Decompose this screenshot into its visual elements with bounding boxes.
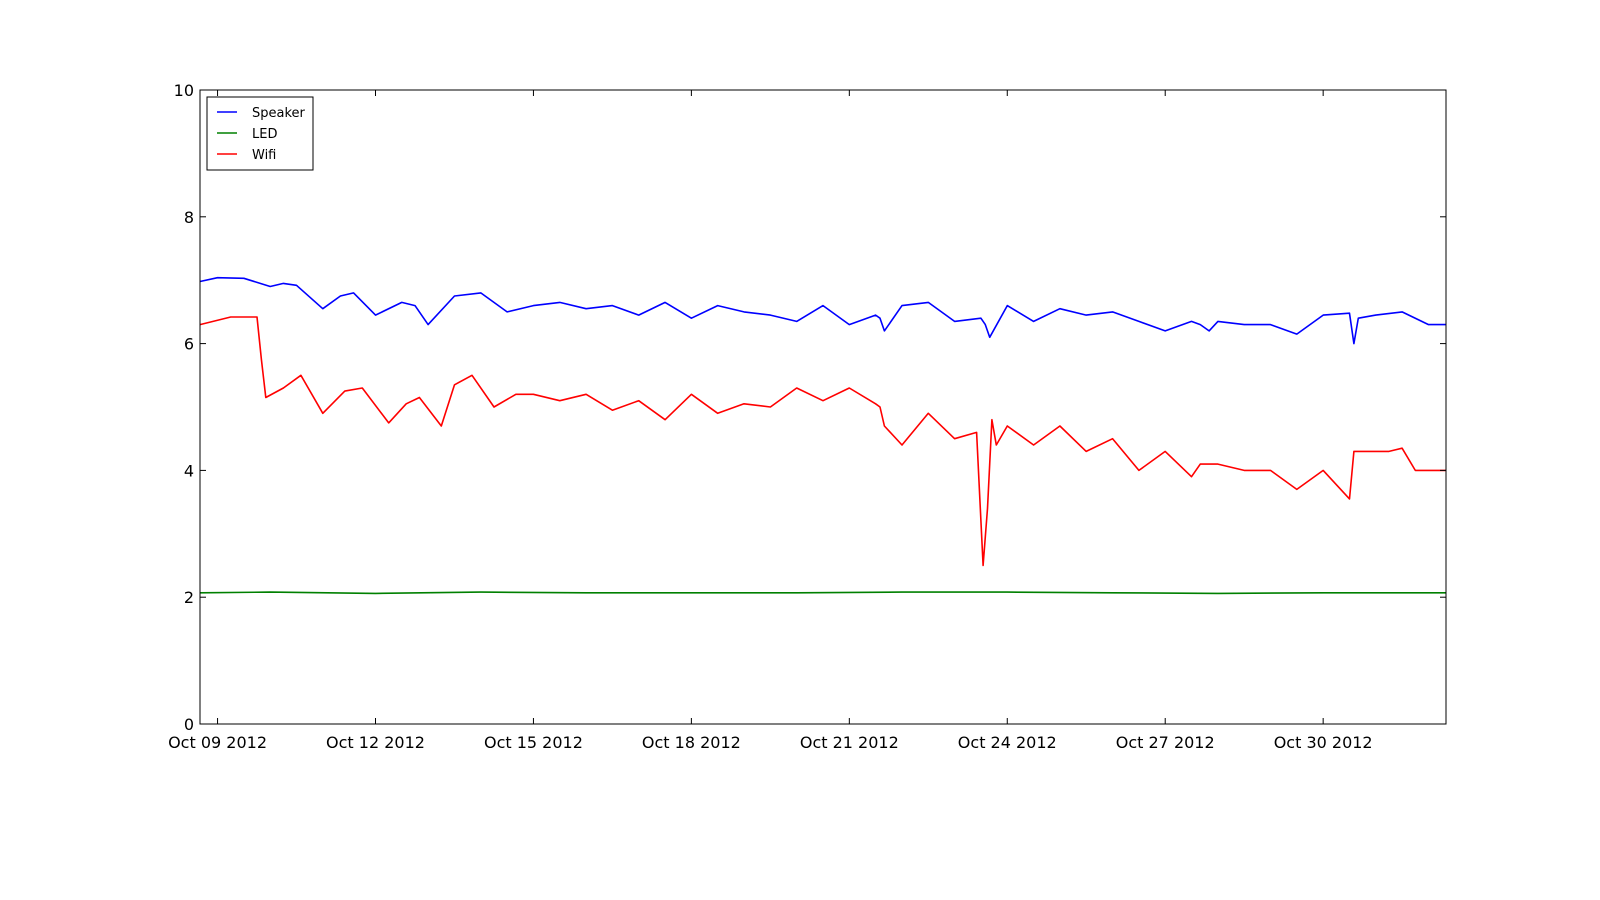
x-tick-label: Oct 12 2012	[326, 733, 425, 752]
x-tick-label: Oct 24 2012	[958, 733, 1057, 752]
x-axis: Oct 09 2012 Oct 12 2012 Oct 15 2012 Oct 18 …	[168, 90, 1373, 752]
y-tick-label: 2	[184, 588, 194, 607]
x-tick-label: Oct 21 2012	[800, 733, 899, 752]
x-tick-label: Oct 15 2012	[484, 733, 583, 752]
y-tick-label: 0	[184, 715, 194, 734]
x-tick-label: Oct 30 2012	[1274, 733, 1373, 752]
series-line-led	[199, 591, 1446, 595]
legend-label-led: LED	[252, 127, 277, 142]
y-tick-label: 10	[174, 81, 194, 100]
y-axis: 0 2 4 6 8 10	[174, 81, 1446, 734]
legend: Speaker LED Wifi	[206, 96, 314, 171]
plot-frame	[199, 89, 1447, 725]
y-tick-label: 8	[184, 208, 194, 227]
legend-label-speaker: Speaker	[252, 106, 306, 121]
series-line-speaker	[199, 276, 1446, 345]
legend-label-wifi: Wifi	[252, 148, 276, 163]
x-tick-label: Oct 18 2012	[642, 733, 741, 752]
plot-area	[200, 90, 1446, 724]
y-tick-label: 6	[184, 335, 194, 354]
series-layer	[199, 276, 1446, 595]
y-tick-label: 4	[184, 461, 194, 480]
x-tick-label: Oct 27 2012	[1116, 733, 1215, 752]
x-tick-label: Oct 09 2012	[168, 733, 267, 752]
series-line-wifi	[199, 316, 1446, 567]
